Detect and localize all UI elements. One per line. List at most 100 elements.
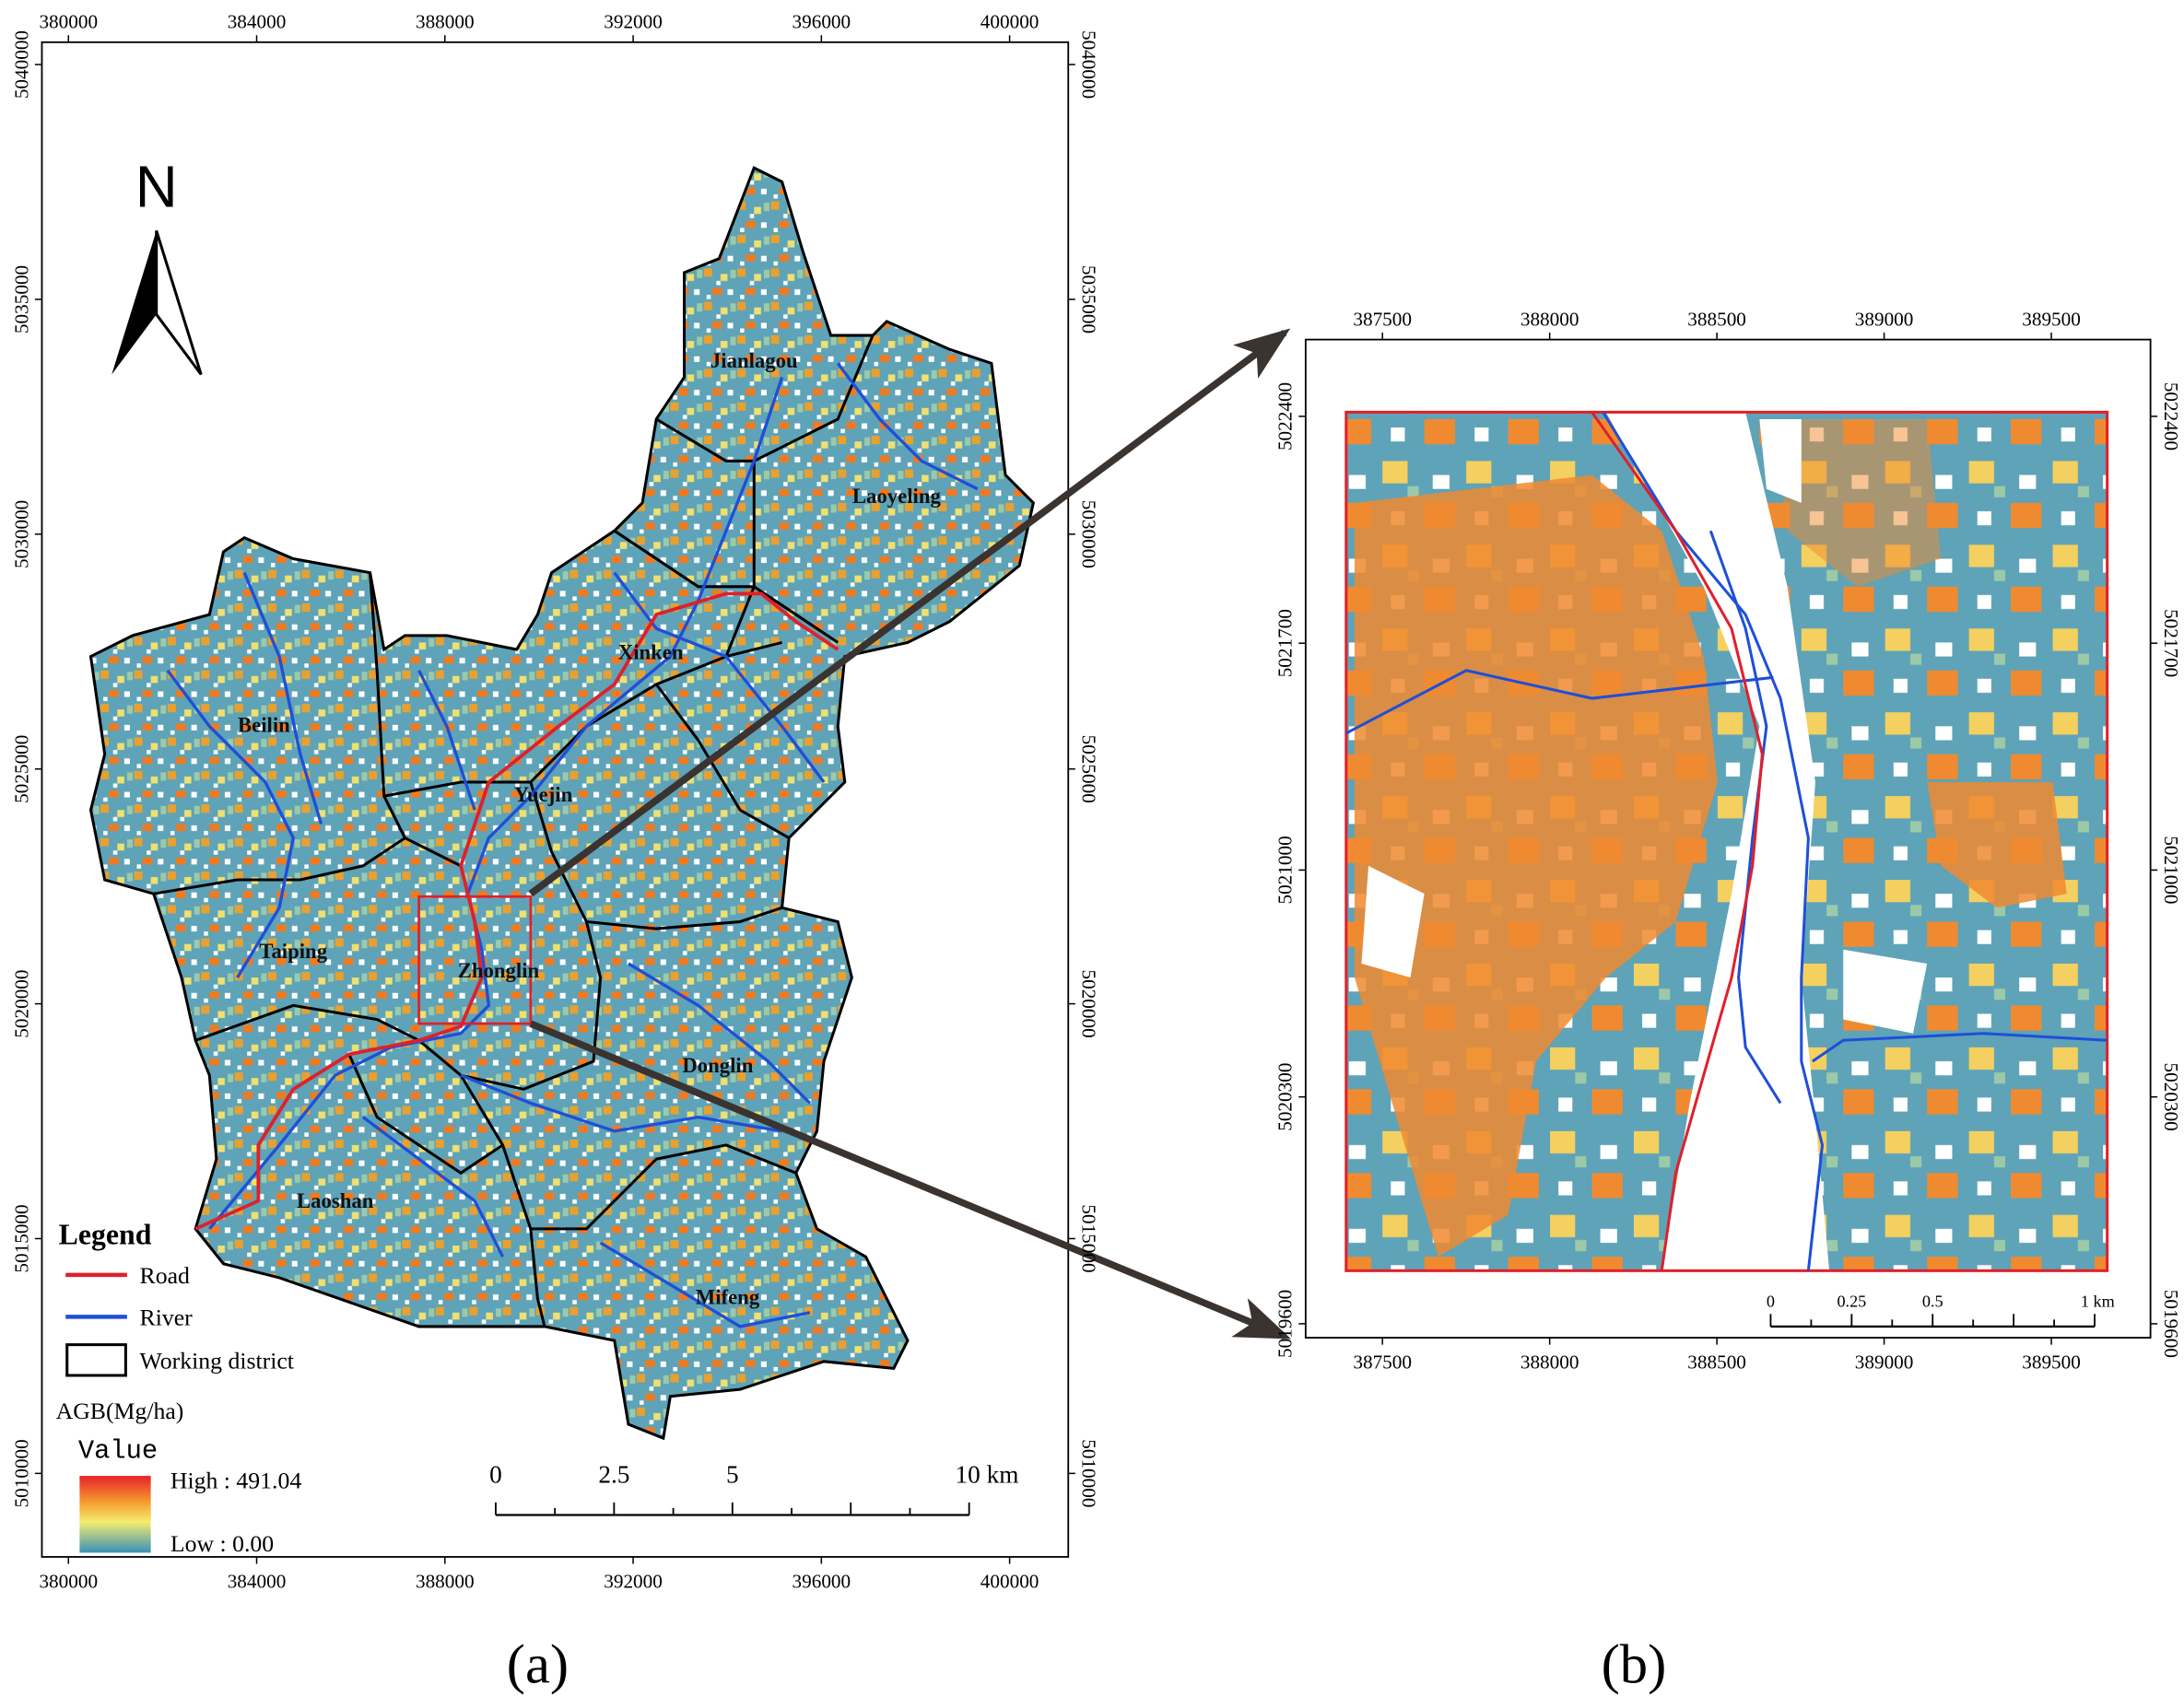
- zoom-box: [417, 895, 533, 1025]
- y-tick-label: 5021000: [2160, 836, 2182, 904]
- arrow: [529, 1020, 1292, 1340]
- scale-bar: 0 0.25 0.5 1 km: [1767, 1293, 2115, 1328]
- x-tick-label: 387500: [1353, 1351, 1412, 1373]
- scale-label: 0.25: [1837, 1293, 1866, 1311]
- line-feature: [242, 572, 323, 825]
- north-label: N: [135, 155, 178, 220]
- rivers: [166, 362, 979, 1328]
- legend-item: River: [140, 1304, 194, 1330]
- district-label: Taiping: [259, 940, 327, 963]
- district-label: Yuejin: [514, 783, 573, 806]
- map-shape: [1354, 474, 1718, 1258]
- no-data-patches: [1361, 412, 1928, 1271]
- zoom-arrows: [528, 328, 1292, 1340]
- district-label: Laoyeling: [852, 485, 942, 508]
- scale-label: 0: [1767, 1293, 1775, 1311]
- y-tick-label: 5020300: [2160, 1063, 2182, 1131]
- agb-title: AGB(Mg/ha): [56, 1398, 184, 1424]
- line-feature: [529, 1228, 546, 1328]
- y-tick-label: 5021700: [2160, 609, 2182, 677]
- district-label: Zhonglin: [458, 959, 540, 982]
- map-shape: [112, 230, 157, 375]
- line-feature: [361, 1116, 505, 1258]
- axis-ticks: 380000 380000 384000 384000 388000 388000 3920…: [10, 11, 2181, 1593]
- y-tick-label: 5020000: [1077, 969, 1099, 1037]
- y-tick-label: 5020000: [10, 969, 32, 1037]
- line-feature: [599, 1241, 811, 1328]
- district-labels: Jianlagou Laoyeling Xinken Beilin Yuejin…: [238, 349, 941, 1309]
- line-feature: [153, 836, 406, 895]
- y-tick-label: 5015000: [1077, 1204, 1099, 1272]
- line-feature: [529, 781, 783, 930]
- y-tick-label: 5022400: [1274, 382, 1297, 450]
- line-feature: [347, 1053, 504, 1176]
- map-shape: [155, 229, 203, 376]
- line-feature: [613, 529, 840, 644]
- ramp-low: Low : 0.00: [170, 1530, 274, 1557]
- road: [1591, 411, 1764, 1271]
- legend-title: Legend: [59, 1219, 152, 1251]
- line-feature: [655, 683, 790, 839]
- line-feature: [417, 921, 603, 1091]
- x-tick-label: 388000: [1521, 1351, 1579, 1373]
- x-tick-label: 396000: [793, 1570, 851, 1592]
- map-shape: [1361, 865, 1425, 978]
- y-tick-label: 5040000: [10, 30, 32, 99]
- district-label: Xinken: [618, 641, 684, 664]
- y-tick-label: 5022400: [2160, 382, 2182, 450]
- scale-label: 0.5: [1922, 1293, 1943, 1311]
- x-tick-label: 388500: [1687, 1351, 1746, 1373]
- x-tick-label: 392000: [604, 11, 663, 33]
- line-feature: [1708, 530, 1782, 1105]
- x-tick-label: 380000: [39, 11, 98, 33]
- y-tick-label: 5035000: [10, 265, 32, 333]
- line-feature: [166, 669, 295, 978]
- line-feature: [417, 669, 476, 811]
- district-label: Laoshan: [297, 1189, 374, 1212]
- line-feature: [1345, 669, 1774, 735]
- y-tick-label: 5019600: [1274, 1290, 1297, 1358]
- legend: Legend Road River Working district AGB(M…: [56, 1219, 302, 1557]
- y-tick-label: 5020300: [1274, 1063, 1297, 1131]
- caption: (a): [507, 1633, 569, 1695]
- line-feature: [1812, 1032, 2108, 1063]
- line-feature: [1602, 411, 1825, 1271]
- x-tick-label: 396000: [793, 11, 851, 33]
- scale-label: 10 km: [955, 1461, 1018, 1489]
- map-shape: [1605, 412, 1830, 1271]
- line-feature: [208, 376, 784, 1230]
- line-feature: [836, 362, 979, 491]
- x-tick-label: 388500: [1687, 308, 1746, 330]
- value-title: Value: [78, 1435, 158, 1466]
- y-tick-label: 5021700: [1274, 609, 1297, 677]
- y-tick-label: 5035000: [1077, 265, 1099, 333]
- y-tick-label: 5019600: [2160, 1290, 2182, 1358]
- x-tick-label: 388000: [1521, 308, 1579, 330]
- x-tick-label: 389000: [1855, 1351, 1914, 1373]
- legend-item: Road: [140, 1262, 190, 1289]
- y-tick-label: 5010000: [1077, 1439, 1099, 1507]
- line-feature: [628, 962, 812, 1105]
- y-tick-label: 5025000: [1077, 735, 1099, 803]
- north-arrow: N: [112, 155, 203, 376]
- map-shape: [1773, 418, 1942, 587]
- line-feature: [194, 1003, 420, 1042]
- x-tick-label: 400000: [980, 11, 1039, 33]
- legend-item: Working district: [140, 1347, 294, 1374]
- x-tick-label: 380000: [39, 1570, 98, 1592]
- color-ramp: [79, 1476, 151, 1553]
- high-agb-patches: [1354, 418, 2067, 1258]
- x-tick-label: 388000: [416, 11, 475, 33]
- line-feature: [460, 1073, 782, 1133]
- panel-b: 0 0.25 0.5 1 km (b): [1304, 338, 2152, 1695]
- scale-label: 5: [726, 1461, 739, 1489]
- scale-label: 0: [489, 1461, 502, 1489]
- y-tick-label: 5040000: [1077, 30, 1099, 99]
- ramp-high: High : 491.04: [170, 1468, 301, 1494]
- y-tick-label: 5030000: [1077, 500, 1099, 568]
- x-tick-label: 384000: [228, 11, 287, 33]
- rivers: [1345, 411, 2108, 1271]
- district-label: Mifeng: [696, 1286, 760, 1309]
- y-tick-label: 5030000: [10, 500, 32, 568]
